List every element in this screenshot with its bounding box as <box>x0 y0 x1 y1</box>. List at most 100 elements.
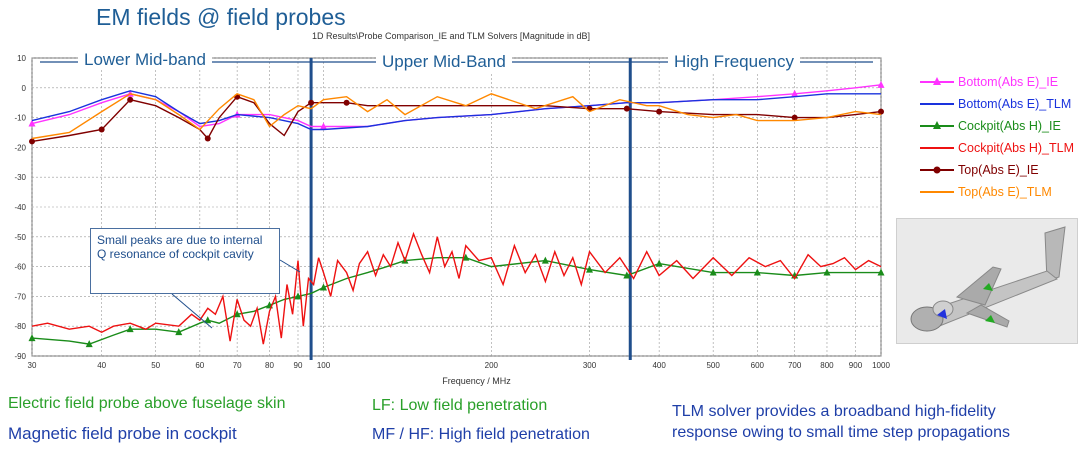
slide-title: EM fields @ field probes <box>96 4 346 30</box>
legend-label: Cockpit(Abs H)_TLM <box>958 141 1074 155</box>
legend-swatch <box>920 77 954 85</box>
text-tlm-2: response owing to small time step propag… <box>672 424 1010 441</box>
series-marker <box>877 268 885 276</box>
legend-item: Bottom(Abs E)_IE <box>918 74 1078 92</box>
legend-label: Cockpit(Abs H)_IE <box>958 119 1061 133</box>
legend-item: Bottom(Abs E)_TLM <box>918 96 1078 114</box>
aircraft-drawing <box>910 226 1066 332</box>
series-marker <box>28 119 36 127</box>
y-tick-label: -70 <box>14 292 26 301</box>
legend-swatch <box>920 147 954 149</box>
x-tick-label: 40 <box>97 361 106 370</box>
legend-item: Top(Abs E)_TLM <box>918 184 1078 202</box>
x-tick-label: 70 <box>233 361 242 370</box>
legend-swatch <box>920 191 954 193</box>
series-marker <box>204 135 211 142</box>
x-tick-label: 100 <box>317 361 331 370</box>
y-tick-label: -20 <box>14 143 26 152</box>
series-marker <box>623 105 630 112</box>
x-tick-label: 300 <box>583 361 597 370</box>
legend-item: Cockpit(Abs H)_IE <box>918 118 1078 136</box>
series-marker <box>791 114 798 121</box>
y-tick-label: -10 <box>14 114 26 123</box>
series-marker <box>29 138 35 145</box>
x-tick-label: 700 <box>788 361 802 370</box>
series-line <box>31 231 882 345</box>
series-marker <box>308 99 315 106</box>
series-marker <box>709 268 717 276</box>
series-marker <box>878 108 884 115</box>
x-tick-label: 80 <box>265 361 274 370</box>
band-label-high: High Frequency <box>668 52 801 72</box>
text-lf: LF: Low field penetration <box>372 397 548 414</box>
series-marker <box>127 96 134 103</box>
legend-swatch <box>920 166 954 174</box>
series-marker <box>753 268 761 276</box>
y-tick-label: -30 <box>14 173 26 182</box>
series-marker <box>320 122 328 130</box>
series-line <box>31 90 881 131</box>
series-marker <box>623 271 631 279</box>
legend-label: Bottom(Abs E)_TLM <box>958 97 1072 111</box>
x-tick-label: 600 <box>751 361 765 370</box>
series-marker <box>823 268 831 276</box>
series-marker <box>28 334 36 342</box>
series-line <box>31 95 882 143</box>
x-tick-label: 50 <box>151 361 160 370</box>
x-tick-label: 900 <box>849 361 863 370</box>
series-marker <box>541 256 549 264</box>
series-marker <box>585 265 593 273</box>
x-tick-label: 60 <box>195 361 204 370</box>
y-tick-label: -50 <box>14 233 26 242</box>
y-tick-label: -80 <box>14 322 26 331</box>
series-marker <box>320 283 328 291</box>
aircraft-model-image <box>896 218 1078 344</box>
x-tick-label: 1000 <box>872 361 890 370</box>
legend-label: Bottom(Abs E)_IE <box>958 75 1059 89</box>
y-tick-label: -40 <box>14 203 26 212</box>
annotation-callout: Small peaks are due to internal Q resona… <box>90 228 280 294</box>
series-marker <box>294 292 302 300</box>
series-marker <box>655 259 663 267</box>
series-marker <box>175 328 183 336</box>
legend-label: Top(Abs E)_TLM <box>958 185 1052 199</box>
x-tick-label: 500 <box>706 361 720 370</box>
series-marker <box>656 108 663 115</box>
series-marker <box>791 89 799 97</box>
series-marker <box>126 325 134 333</box>
x-tick-label: 400 <box>652 361 666 370</box>
x-tick-label: 800 <box>820 361 834 370</box>
legend-swatch <box>920 121 954 129</box>
callout-pointer <box>171 293 213 329</box>
series-marker <box>877 80 885 88</box>
legend-swatch <box>920 103 954 105</box>
legend-label: Top(Abs E)_IE <box>958 163 1039 177</box>
y-tick-label: 0 <box>22 84 27 93</box>
text-mfhf: MF / HF: High field penetration <box>372 426 590 443</box>
band-label-lower: Lower Mid-band <box>78 50 212 70</box>
legend-item: Top(Abs E)_IE <box>918 162 1078 180</box>
series-marker <box>462 253 470 261</box>
legend-item: Cockpit(Abs H)_TLM <box>918 140 1078 158</box>
series-marker <box>98 126 105 133</box>
series-line <box>31 93 882 140</box>
band-label-upper: Upper Mid-Band <box>376 52 512 72</box>
plot-title: 1D Results\Probe Comparison_IE and TLM S… <box>312 31 590 41</box>
text-tlm-1: TLM solver provides a broadband high-fid… <box>672 403 996 420</box>
y-tick-label: -90 <box>14 352 26 361</box>
series-marker <box>204 316 212 324</box>
x-tick-label: 90 <box>294 361 303 370</box>
x-tick-label: 30 <box>28 361 37 370</box>
series-marker <box>343 99 350 106</box>
text-electric-probe: Electric field probe above fuselage skin <box>8 395 286 412</box>
text-magnetic-probe: Magnetic field probe in cockpit <box>8 424 237 443</box>
callout-pointer <box>279 259 301 273</box>
series-marker <box>233 310 241 318</box>
y-tick-label: -60 <box>14 263 26 272</box>
series-marker <box>85 340 93 348</box>
x-tick-label: 200 <box>485 361 499 370</box>
y-tick-label: 10 <box>17 54 26 63</box>
x-axis-label: Frequency / MHz <box>442 376 511 386</box>
series-line <box>31 257 881 345</box>
